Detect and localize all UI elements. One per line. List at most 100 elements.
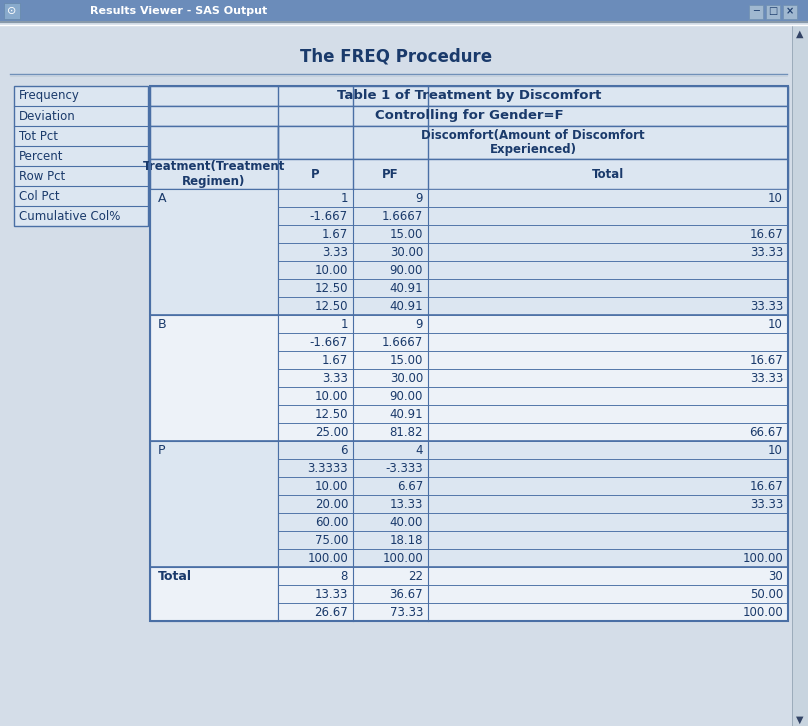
Text: Treatment(Treatment
Regimen): Treatment(Treatment Regimen) [143,160,285,188]
Bar [278,423,353,441]
Bar [14,86,148,226]
Text: Total: Total [158,569,192,582]
Text: 10.00: 10.00 [314,264,348,277]
Bar [428,225,788,243]
Bar [353,333,428,351]
Bar [278,441,353,459]
Text: 12.50: 12.50 [314,282,348,295]
Text: 30: 30 [768,569,783,582]
Text: 40.91: 40.91 [389,300,423,312]
Text: 40.91: 40.91 [389,282,423,295]
Text: Tot Pct: Tot Pct [19,129,58,142]
Text: Frequency: Frequency [19,89,80,102]
Text: 30.00: 30.00 [389,372,423,385]
Text: 13.33: 13.33 [389,497,423,510]
Bar [428,441,788,459]
Text: ×: × [786,6,794,16]
Text: 15.00: 15.00 [389,227,423,240]
Text: 100.00: 100.00 [382,552,423,565]
Bar [278,603,353,621]
Bar [278,189,353,207]
Bar [278,351,353,369]
Bar [278,585,353,603]
Bar [150,126,278,159]
Bar [428,351,788,369]
Text: 60.00: 60.00 [314,515,348,529]
Text: 10.00: 10.00 [314,390,348,402]
Text: 25.00: 25.00 [314,425,348,439]
Bar [428,405,788,423]
Text: -1.667: -1.667 [310,335,348,348]
Bar [278,279,353,297]
Text: 1: 1 [340,192,348,205]
Text: 100.00: 100.00 [307,552,348,565]
Text: Controlling for Gender=F: Controlling for Gender=F [375,110,563,123]
Bar [353,495,428,513]
Text: ─: ─ [753,6,759,16]
Bar [428,315,788,333]
Text: 16.67: 16.67 [749,227,783,240]
Text: 81.82: 81.82 [389,425,423,439]
Bar [428,387,788,405]
Bar [428,243,788,261]
Text: 16.67: 16.67 [749,479,783,492]
Bar [150,159,788,189]
Text: 36.67: 36.67 [389,587,423,600]
Text: 10: 10 [768,192,783,205]
Bar [353,531,428,549]
Bar [428,477,788,495]
Text: 10.00: 10.00 [314,479,348,492]
Bar [278,513,353,531]
Bar [150,86,788,621]
Text: Percent: Percent [19,150,64,163]
Bar [428,207,788,225]
Bar [766,5,780,19]
Bar [353,189,428,207]
Text: A: A [158,192,166,205]
Bar [428,261,788,279]
Text: 66.67: 66.67 [749,425,783,439]
Bar [278,207,353,225]
Text: 73.33: 73.33 [389,605,423,619]
Text: 40.91: 40.91 [389,407,423,420]
Bar [353,369,428,387]
Bar [278,477,353,495]
Bar [150,441,278,567]
Bar [150,315,278,441]
Bar [278,567,353,585]
Text: 3.33: 3.33 [322,372,348,385]
Bar [749,5,763,19]
Bar [353,351,428,369]
Text: Row Pct: Row Pct [19,169,65,182]
Bar [353,477,428,495]
Bar [353,603,428,621]
Bar [278,405,353,423]
Text: 33.33: 33.33 [750,245,783,258]
Bar [428,549,788,567]
Text: ⊙: ⊙ [7,6,17,16]
Text: 18.18: 18.18 [389,534,423,547]
Text: 10: 10 [768,444,783,457]
Text: ▼: ▼ [796,715,804,725]
Text: 3.3333: 3.3333 [307,462,348,475]
Text: 6.67: 6.67 [397,479,423,492]
Bar [278,459,353,477]
Text: 13.33: 13.33 [314,587,348,600]
Bar [353,423,428,441]
Text: 90.00: 90.00 [389,264,423,277]
Text: 50.00: 50.00 [750,587,783,600]
Bar [428,189,788,207]
Text: Col Pct: Col Pct [19,189,60,203]
Bar [150,567,278,621]
Bar [428,423,788,441]
Text: 10: 10 [768,317,783,330]
Text: P: P [311,168,320,181]
Text: Discomfort(Amount of Discomfort
Experienced): Discomfort(Amount of Discomfort Experien… [421,129,645,157]
Text: P: P [158,444,166,457]
Text: ▲: ▲ [796,29,804,39]
Bar [150,106,788,126]
Text: □: □ [768,6,777,16]
Bar [428,531,788,549]
Bar [428,279,788,297]
Bar [353,297,428,315]
